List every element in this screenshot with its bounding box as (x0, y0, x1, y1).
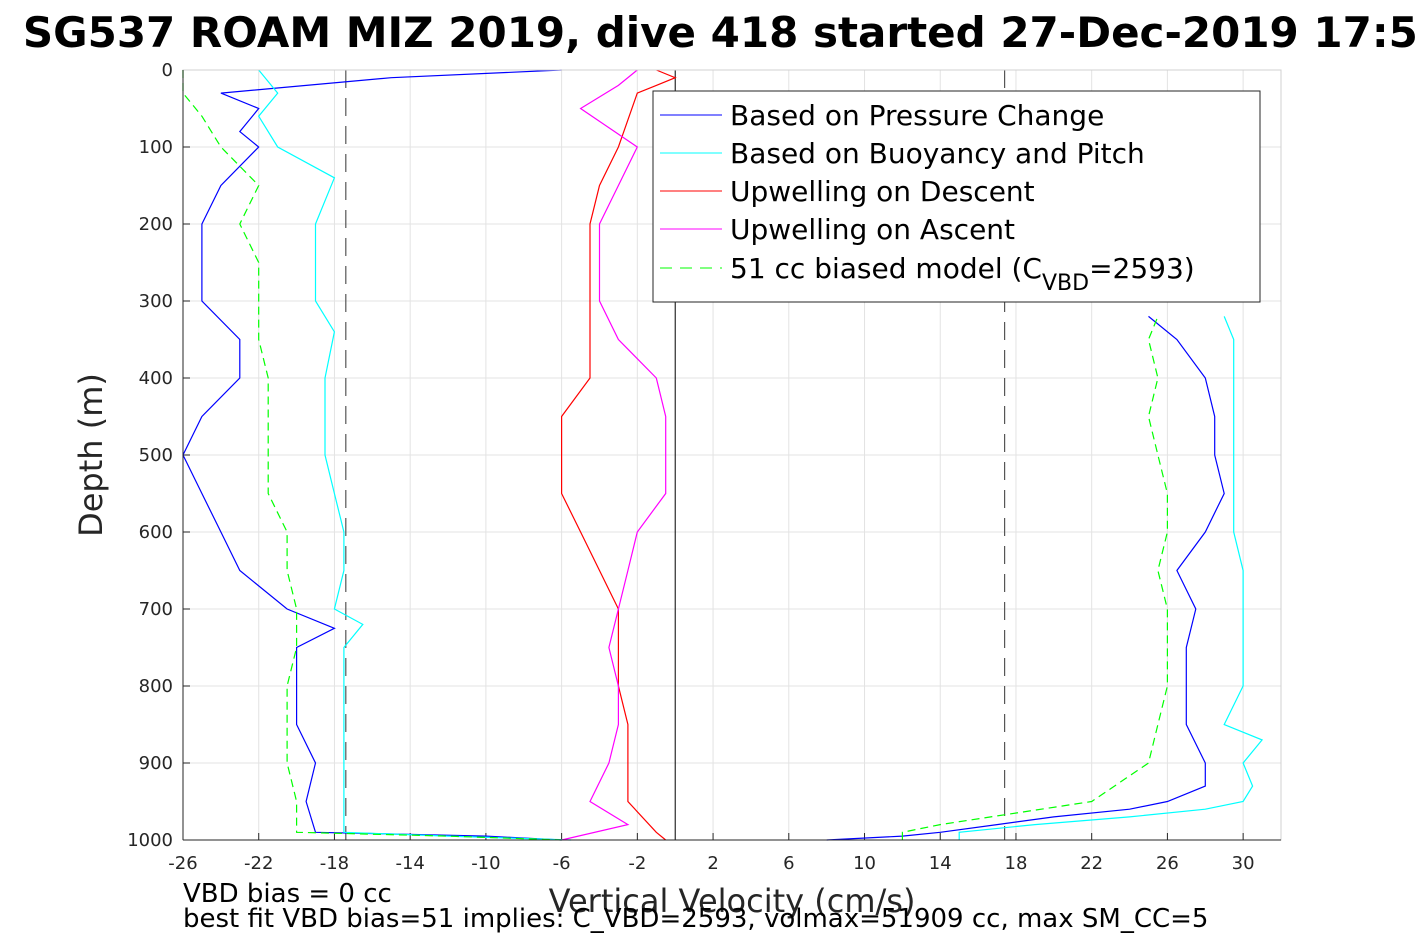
series-line-0-ascent (826, 315, 1225, 841)
y-tick-labels: 0 100 200 300 400 500 600 700 800 900 1000 (127, 60, 173, 851)
y-axis-label: Depth (m) (72, 373, 110, 537)
x-tick-label: 6 (783, 853, 794, 874)
footnote-vbd-bias: VBD bias = 0 cc (183, 879, 392, 909)
x-tick-label: 22 (1080, 853, 1103, 874)
y-tick-label: 300 (139, 291, 173, 312)
series-line-4-descent (182, 70, 562, 841)
y-tick-label: 0 (162, 60, 173, 81)
x-tick-labels: -26 -22 -18 -14 -10 -6 -2 2 6 10 14 18 22 26 30 (168, 853, 1254, 874)
legend-box (652, 90, 1261, 303)
x-tick-label: -2 (628, 853, 646, 874)
x-tick-label: -22 (244, 853, 273, 874)
series-line-3 (561, 69, 667, 841)
legend-label-biased-model: 51 cc biased model (CVBD=2593) (730, 252, 1195, 296)
x-tick-label: 14 (929, 853, 952, 874)
x-axis-label: Vertical Velocity (cm/s) (549, 882, 916, 920)
x-tick-label: -26 (168, 853, 197, 874)
x-tick-label: -18 (320, 853, 349, 874)
series-group (182, 69, 1264, 841)
y-tick-label: 500 (139, 445, 173, 466)
x-tick-label: -10 (471, 853, 500, 874)
x-tick-label: 10 (853, 853, 876, 874)
y-tick-label: 900 (139, 753, 173, 774)
series-line-4-ascent (901, 316, 1168, 840)
y-tick-label: 700 (139, 599, 173, 620)
footnote-best-fit: best fit VBD bias=51 implies: C_VBD=2593… (183, 904, 1208, 934)
y-tick-label: 1000 (127, 830, 173, 851)
legend-label-buoyancy: Based on Buoyancy and Pitch (730, 137, 1145, 170)
x-tick-label: 30 (1232, 853, 1255, 874)
y-tick-label: 400 (139, 368, 173, 389)
x-tick-label: -6 (553, 853, 571, 874)
series-line-1-ascent (958, 316, 1264, 840)
y-tick-label: 800 (139, 676, 173, 697)
series-line-1-descent (257, 69, 572, 841)
legend-label-upwelling-descent: Upwelling on Descent (730, 175, 1035, 208)
x-tick-label: -14 (395, 853, 424, 874)
legend-label-upwelling-ascent: Upwelling on Ascent (730, 213, 1015, 246)
series-line-2 (561, 69, 677, 841)
legend-label-pressure: Based on Pressure Change (730, 99, 1104, 132)
legend-label-biased-model-b: =2593) (1089, 252, 1195, 285)
legend: Based on Pressure Change Based on Buoyan… (652, 90, 1261, 303)
x-tick-label: 2 (707, 853, 718, 874)
chart-title: SG537 ROAM MIZ 2019, dive 418 started 27… (23, 8, 1417, 57)
legend-label-biased-model-sub: VBD (1042, 271, 1089, 296)
x-tick-label: 18 (1005, 853, 1028, 874)
y-tick-label: 600 (139, 522, 173, 543)
y-tick-label: 100 (139, 137, 173, 158)
y-tick-label: 200 (139, 214, 173, 235)
x-tick-label: 26 (1156, 853, 1179, 874)
legend-label-biased-model-a: 51 cc biased model (C (730, 252, 1042, 285)
